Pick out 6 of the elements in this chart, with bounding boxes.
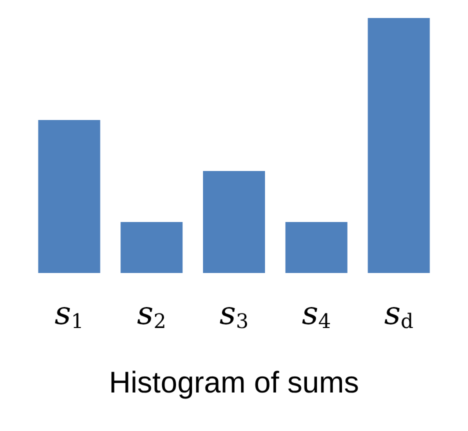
x-axis-title: Histogram of sums bbox=[108, 366, 360, 400]
bar bbox=[368, 18, 430, 273]
bar bbox=[203, 171, 265, 273]
bar bbox=[120, 222, 183, 273]
bar bbox=[38, 120, 100, 273]
bar bbox=[285, 222, 348, 273]
